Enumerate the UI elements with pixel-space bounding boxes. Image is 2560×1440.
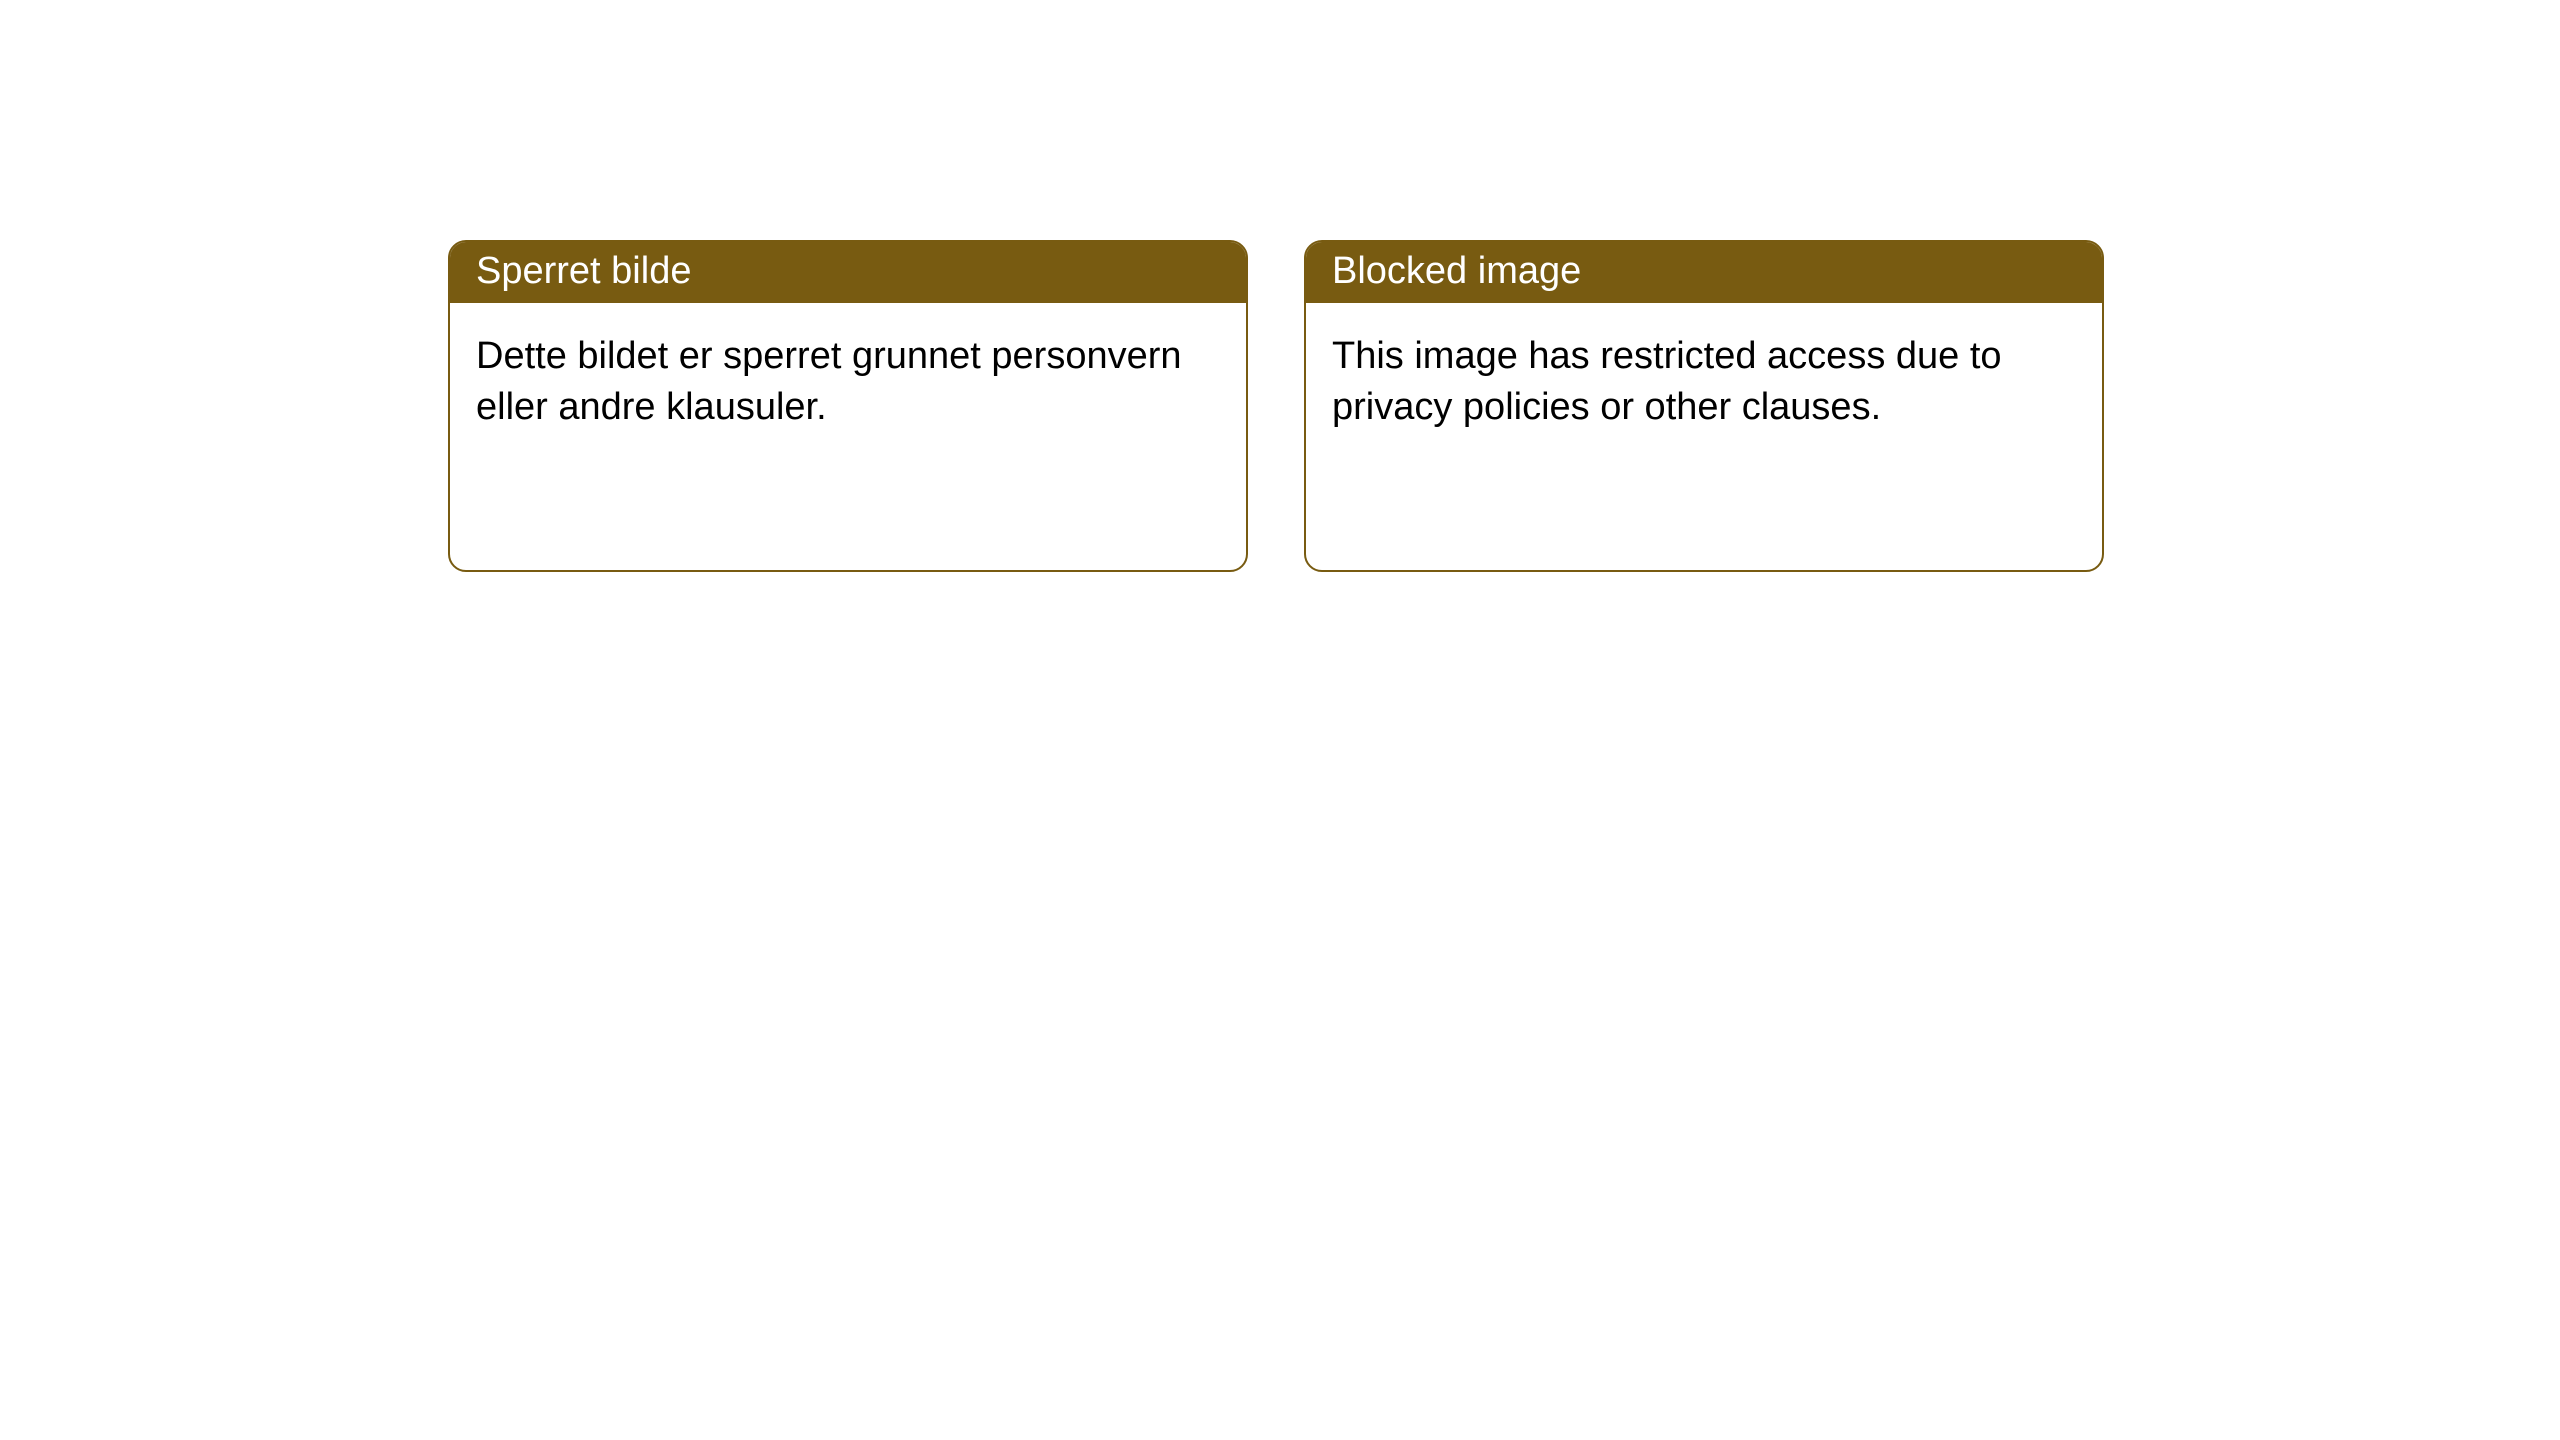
notice-header: Sperret bilde [450, 242, 1246, 303]
notice-body: This image has restricted access due to … [1306, 303, 2102, 460]
notice-card-norwegian: Sperret bilde Dette bildet er sperret gr… [448, 240, 1248, 572]
notice-card-english: Blocked image This image has restricted … [1304, 240, 2104, 572]
notice-container: Sperret bilde Dette bildet er sperret gr… [0, 0, 2560, 572]
notice-header: Blocked image [1306, 242, 2102, 303]
notice-body: Dette bildet er sperret grunnet personve… [450, 303, 1246, 460]
